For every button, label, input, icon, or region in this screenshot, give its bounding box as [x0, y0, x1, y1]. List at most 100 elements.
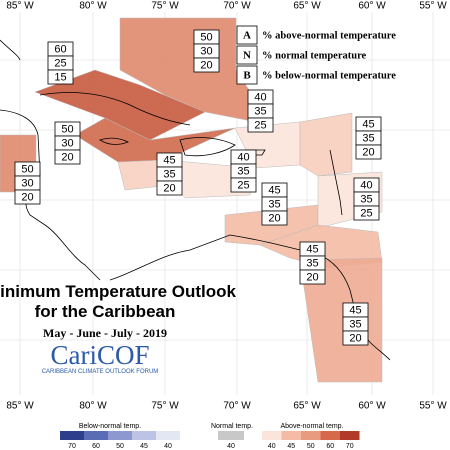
- probability-value: 30: [21, 177, 33, 189]
- probability-value: 45: [163, 154, 175, 166]
- probability-value: 35: [362, 132, 374, 144]
- probability-cell: [355, 144, 382, 160]
- longitude-label: 75° W: [151, 401, 179, 412]
- probability-value: 40: [360, 179, 372, 191]
- period: May - June - July - 2019: [43, 326, 167, 340]
- probability-value: 30: [61, 137, 73, 149]
- legend-swatch: [281, 431, 301, 440]
- probability-value: 20: [306, 271, 318, 283]
- hispaniola: [179, 137, 236, 157]
- legend-swatch: [84, 431, 108, 440]
- probability-value: 20: [21, 191, 33, 203]
- key-text: % below-normal temperature: [262, 70, 396, 81]
- longitude-label: 75° W: [151, 1, 179, 12]
- probability-value: 50: [200, 31, 212, 43]
- legend-label: 40: [164, 443, 172, 450]
- legend-label: 70: [346, 443, 354, 450]
- jamaica: [99, 137, 129, 145]
- legend-swatch: [218, 431, 244, 440]
- probability-value: 35: [268, 198, 280, 210]
- probability-cell: [247, 117, 274, 133]
- legend-label: 45: [287, 443, 295, 450]
- legend-swatch: [262, 431, 282, 440]
- probability-boxes: 60 25 15 50 30 20 50 30 20 50 30 20 40 35 25 45 35 20 40 35…: [14, 29, 382, 346]
- probability-value: 45: [268, 184, 280, 196]
- probability-value: 50: [21, 163, 33, 175]
- probability-value: 35: [163, 168, 175, 180]
- probability-cell: [156, 180, 183, 196]
- longitude-label: 55° W: [419, 401, 447, 412]
- probability-value: 20: [362, 146, 374, 158]
- probability-cell: [261, 210, 288, 226]
- probability-value: 30: [200, 45, 212, 57]
- key-letter: N: [243, 50, 251, 62]
- probability-cell: [342, 330, 369, 346]
- probability-value: 35: [237, 165, 249, 177]
- key-letter-box: [236, 45, 258, 65]
- legend-swatch: [320, 431, 340, 440]
- legend-label: 50: [116, 443, 124, 450]
- probability-value: 25: [254, 119, 266, 131]
- legend-label: 45: [140, 443, 148, 450]
- probability-value: 25: [360, 207, 372, 219]
- key-text: % normal temperature: [262, 50, 367, 61]
- probability-cell: [54, 149, 81, 165]
- probability-value: 35: [254, 105, 266, 117]
- probability-value: 25: [54, 57, 66, 69]
- probability-cell: [353, 205, 380, 221]
- key-text: % above-normal temperature: [262, 30, 396, 41]
- probability-value: 20: [200, 59, 212, 71]
- longitude-label: 85° W: [6, 401, 34, 412]
- probability-cell: [299, 269, 326, 285]
- probability-value: 45: [306, 243, 318, 255]
- probability-cell: [47, 69, 74, 85]
- probability-cell: [193, 57, 220, 73]
- probability-value: 35: [349, 318, 361, 330]
- probability-value: 25: [237, 179, 249, 191]
- probability-value: 35: [360, 193, 372, 205]
- probability-value: 40: [237, 151, 249, 163]
- legend-label: 60: [326, 443, 334, 450]
- key-letter-box: [236, 25, 258, 45]
- subtitle: for the Caribbean: [35, 302, 176, 321]
- legend-label: 40: [268, 443, 276, 450]
- probability-value: 60: [54, 43, 66, 55]
- probability-value: 40: [254, 91, 266, 103]
- longitude-label: 80° W: [79, 1, 107, 12]
- legend-title: Normal temp.: [211, 423, 253, 430]
- legend-swatch: [108, 431, 132, 440]
- probability-cell: [14, 189, 41, 205]
- legend-swatch: [156, 431, 180, 440]
- probability-value: 20: [163, 182, 175, 194]
- key: A % above-normal temperature N % normal tem…: [236, 25, 396, 85]
- probability-value: 45: [349, 304, 361, 316]
- legend-label: 60: [92, 443, 100, 450]
- longitude-label: 70° W: [223, 1, 251, 12]
- title: Minimum Temperature Outlook: [0, 282, 237, 301]
- probability-value: 20: [268, 212, 280, 224]
- outlook-region: [299, 112, 353, 177]
- probability-value: 50: [61, 123, 73, 135]
- longitude-label: 55° W: [419, 1, 447, 12]
- probability-cell: [230, 177, 257, 193]
- legend-label: 40: [227, 443, 235, 450]
- florida: [0, 39, 21, 61]
- legend-swatch: [301, 431, 321, 440]
- key-letter: B: [243, 70, 251, 82]
- longitude-label: 60° W: [358, 401, 386, 412]
- longitude-label: 85° W: [6, 1, 34, 12]
- longitude-label: 80° W: [79, 401, 107, 412]
- probability-value: 45: [362, 118, 374, 130]
- logo: CariCOF: [50, 340, 149, 370]
- longitude-label: 65° W: [293, 401, 321, 412]
- legend-swatch: [60, 431, 84, 440]
- color-legend: Below-normal temp. 70 60 50 45 40 Normal temp.…: [60, 423, 360, 450]
- legend-swatch: [132, 431, 156, 440]
- lesser-antilles: [329, 149, 343, 216]
- probability-value: 20: [61, 151, 73, 163]
- legend-label: 50: [307, 443, 315, 450]
- logo-tagline: CARIBBEAN CLIMATE OUTLOOK FORUM: [42, 369, 159, 375]
- legend-label: 70: [68, 443, 76, 450]
- longitude-label: 70° W: [223, 401, 251, 412]
